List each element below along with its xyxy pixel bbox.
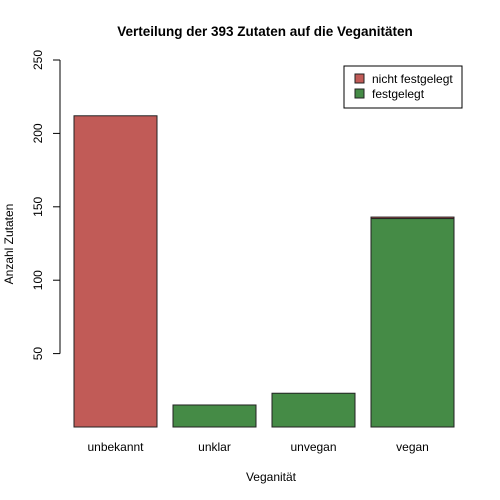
bar-vegan-nicht-festgelegt <box>370 216 455 220</box>
x-tick-label: vegan <box>396 440 429 454</box>
y-tick-label: 150 <box>31 196 45 216</box>
legend-swatch <box>354 73 365 84</box>
legend-label: festgelegt <box>372 87 425 101</box>
bar-vegan-festgelegt <box>370 218 455 428</box>
x-axis-ticks: unbekannt unklar unvegan vegan <box>87 440 428 454</box>
x-tick-label: unbekannt <box>87 440 144 454</box>
y-tick-label: 250 <box>31 50 45 70</box>
bar-unvegan-festgelegt <box>271 392 356 428</box>
legend-box <box>343 65 463 109</box>
y-axis: 50 100 150 200 250 <box>31 50 61 361</box>
y-tick-label: 100 <box>31 270 45 290</box>
x-tick-label: unvegan <box>290 440 336 454</box>
y-axis-label: Anzahl Zutaten <box>2 204 16 285</box>
y-tick-label: 50 <box>31 347 45 361</box>
x-tick-label: unklar <box>198 440 231 454</box>
bars <box>73 115 455 428</box>
legend-swatch <box>354 88 365 99</box>
chart-title: Verteilung der 393 Zutaten auf die Vegan… <box>117 24 413 39</box>
y-tick-label: 200 <box>31 123 45 143</box>
bar-unbekannt-nicht-festgelegt <box>73 115 158 428</box>
legend-label: nicht festgelegt <box>372 72 453 86</box>
bar-unklar-festgelegt <box>172 404 257 428</box>
x-axis-label: Veganität <box>246 470 297 484</box>
